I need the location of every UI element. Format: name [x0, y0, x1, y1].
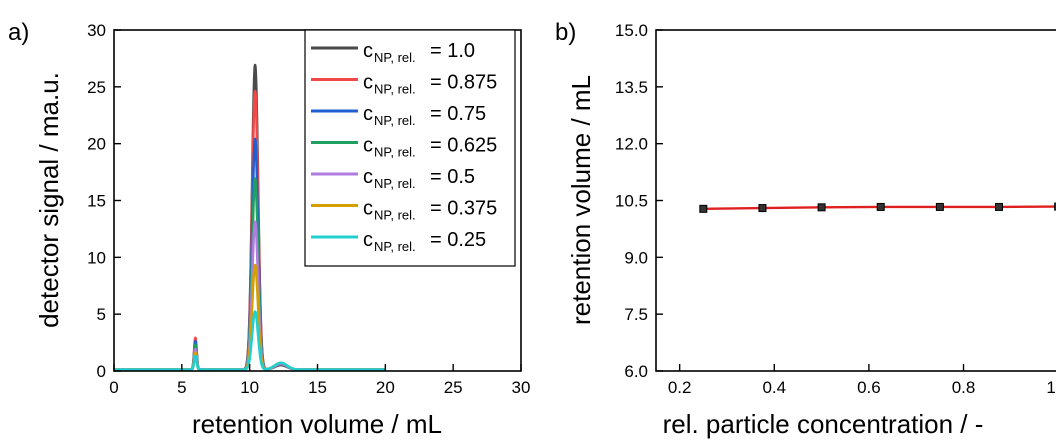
y-tick-label: 5	[97, 305, 106, 324]
x-tick-label: 5	[177, 378, 186, 397]
panel-b-y-ticks: 6.0 7.5 9.0 10.5 12.0 13.5 15.0	[615, 21, 663, 381]
panel-b-plot	[699, 202, 1056, 213]
panel-b: b) 0.2 0.4 0.6 0.8 1.0 6.0 7.5 9.0 10.5 12.0 13.5…	[555, 19, 1056, 439]
legend-subscript: NP, rel.	[374, 208, 416, 223]
y-tick-label: 10.5	[615, 192, 648, 211]
data-point	[699, 204, 708, 213]
y-tick-label: 12.0	[615, 135, 648, 154]
panel-a: a) 0 5 10 15 20 25 30 0 5 10 15 20 25 30 retention v…	[8, 19, 530, 439]
legend-subscript: NP, rel.	[374, 239, 416, 254]
y-tick-label: 15	[87, 192, 106, 211]
x-tick-label: 0	[109, 378, 118, 397]
panel-a-y-axis-label: detector signal / ma.u.	[34, 72, 64, 328]
legend-symbol: c	[363, 229, 373, 251]
y-tick-label: 7.5	[624, 305, 648, 324]
legend-subscript: NP, rel.	[374, 113, 416, 128]
y-tick-label: 9.0	[624, 248, 648, 267]
y-tick-label: 20	[87, 135, 106, 154]
x-tick-label: 0.4	[762, 378, 786, 397]
y-tick-label: 30	[87, 21, 106, 40]
panel-b-label: b)	[555, 19, 576, 46]
legend-symbol: c	[363, 135, 373, 157]
panel-a-x-axis-label: retention volume / mL	[192, 409, 442, 439]
legend-value: = 0.75	[430, 103, 486, 125]
y-tick-label: 6.0	[624, 362, 648, 381]
legend-subscript: NP, rel.	[374, 50, 416, 65]
legend-value: = 0.875	[430, 72, 497, 94]
x-tick-label: 0.8	[952, 378, 976, 397]
legend-value: = 0.25	[430, 229, 486, 251]
legend-symbol: c	[363, 40, 373, 62]
panel-a-label: a)	[8, 19, 29, 46]
x-tick-label: 0.2	[668, 378, 692, 397]
legend-value: = 1.0	[430, 40, 475, 62]
data-point	[1054, 202, 1056, 211]
y-tick-label: 25	[87, 78, 106, 97]
x-tick-label: 0.6	[857, 378, 881, 397]
panel-a-y-ticks: 0 5 10 15 20 25 30	[87, 21, 121, 381]
legend-symbol: c	[363, 166, 373, 188]
x-tick-label: 20	[376, 378, 395, 397]
x-tick-label: 30	[512, 378, 531, 397]
legend-subscript: NP, rel.	[374, 176, 416, 191]
panel-b-x-ticks: 0.2 0.4 0.6 0.8 1.0	[668, 364, 1056, 397]
data-point	[876, 202, 885, 211]
y-tick-label: 13.5	[615, 78, 648, 97]
y-tick-label: 0	[97, 362, 106, 381]
legend-value: = 0.625	[430, 135, 497, 157]
panel-b-x-axis-label: rel. particle concentration / -	[663, 409, 984, 439]
panel-a-x-ticks: 0 5 10 15 20 25 30	[109, 364, 530, 397]
panel-a-legend-box	[304, 29, 516, 267]
legend-symbol: c	[363, 103, 373, 125]
legend-symbol: c	[363, 72, 373, 94]
y-tick-label: 15.0	[615, 21, 648, 40]
panel-a-plot	[113, 63, 387, 371]
x-tick-label: 1.0	[1046, 378, 1056, 397]
data-point	[995, 202, 1004, 211]
legend-value: = 0.5	[430, 166, 475, 188]
data-point	[758, 204, 767, 213]
panel-b-y-axis-label: retention volume / mL	[566, 75, 596, 325]
legend-subscript: NP, rel.	[374, 145, 416, 160]
legend-value: = 0.375	[430, 198, 497, 220]
panel-b-frame	[655, 29, 1056, 372]
legend-subscript: NP, rel.	[374, 82, 416, 97]
data-point	[817, 203, 826, 212]
x-tick-label: 25	[444, 378, 463, 397]
x-tick-label: 10	[240, 378, 259, 397]
y-tick-label: 10	[87, 248, 106, 267]
x-tick-label: 15	[308, 378, 327, 397]
series-line-0.25	[113, 310, 387, 371]
data-point	[935, 202, 944, 211]
legend-symbol: c	[363, 198, 373, 220]
